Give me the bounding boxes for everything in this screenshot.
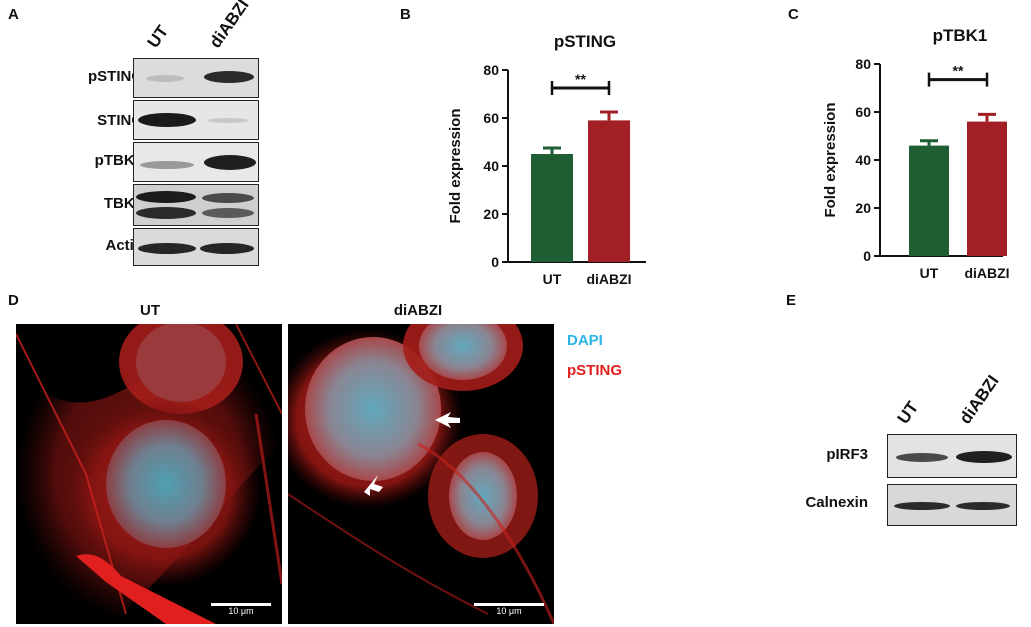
y-tick-label: 60 [855,104,871,120]
y-tick-label: 40 [855,152,871,168]
lane-header-diabzi: diABZI [205,0,253,52]
blot-band [202,193,254,203]
x-tick-label: diABZI [964,265,1009,281]
y-tick-label: 80 [483,62,499,78]
y-axis-label: Fold expression [822,102,839,217]
lane-header-e-diabzi: diABZI [955,371,1003,428]
blot-band [204,155,256,170]
blot-band [200,243,254,254]
panel-letter-e: E [786,292,797,309]
lane-header-e-ut: UT [893,397,923,428]
bar-chart-ptbk1: 0 20 40 60 80 Fold expression UT diABZI ** [822,56,1010,281]
blot-band [204,71,254,83]
blot-band [140,161,194,169]
bar-diabzi [967,121,1007,256]
chart-title-psting: pSTING [553,32,617,51]
bar-chart-psting: 0 20 40 60 80 Fold expression UT diABZI ** [447,62,646,287]
micrograph-diabzi-image [288,324,554,624]
lane-header-ut: UT [143,21,173,52]
blot-band [202,208,254,218]
micro-title-diabzi: diABZI [393,302,443,319]
blot-strip-sting [133,100,259,140]
bar-ut [909,145,949,256]
blot-band [146,75,184,82]
blot-strip-tbk1 [133,184,259,226]
blot-band [136,207,196,219]
y-tick-label: 40 [483,158,499,174]
y-tick-label: 0 [491,254,499,270]
panel-letter-c: C [788,6,799,23]
panel-letter-b: B [400,6,411,23]
significance-stars: ** [575,71,586,87]
y-axis-label: Fold expression [447,108,464,223]
bar-ut [531,154,573,262]
blot-strip-pirf3 [887,434,1017,478]
blot-strip-psting [133,58,259,98]
blot-band [208,118,248,123]
blot-band [894,502,950,510]
micrograph-diabzi: 10 μm [288,324,554,624]
blot-label-pirf3: pIRF3 [826,446,868,463]
y-tick-label: 0 [863,248,871,264]
blot-band [138,113,196,127]
blot-strip-ptbk1 [133,142,259,182]
blot-band [956,451,1012,463]
significance-stars: ** [953,63,964,79]
x-tick-label: diABZI [586,271,631,287]
blot-label-ptbk1: pTBK1 [94,152,143,169]
legend-psting: pSTING [567,362,622,379]
blot-label-psting: pSTING [88,68,143,85]
legend-dapi: DAPI [567,332,603,349]
scale-bar-label-ut: 10 μm [228,606,254,616]
x-tick-label: UT [920,265,939,281]
scale-bar-label-diabzi: 10 μm [496,606,522,616]
micrograph-ut: 10 μm [16,324,282,624]
blot-band [896,453,948,462]
micrograph-ut-image [16,324,282,624]
y-tick-label: 60 [483,110,499,126]
blot-band [138,243,196,254]
blot-band [136,191,196,203]
x-tick-label: UT [543,271,562,287]
chart-title-ptbk1: pTBK1 [932,26,988,45]
panel-letter-a: A [8,6,19,23]
micro-title-ut: UT [140,302,160,319]
y-tick-label: 20 [483,206,499,222]
blot-band [956,502,1010,510]
blot-label-sting: STING [97,112,143,129]
blot-strip-actin [133,228,259,266]
blot-label-calnexin: Calnexin [805,494,868,511]
y-tick-label: 20 [855,200,871,216]
bar-diabzi [588,120,630,263]
panel-letter-d: D [8,292,19,309]
y-tick-label: 80 [855,56,871,72]
blot-strip-calnexin [887,484,1017,526]
